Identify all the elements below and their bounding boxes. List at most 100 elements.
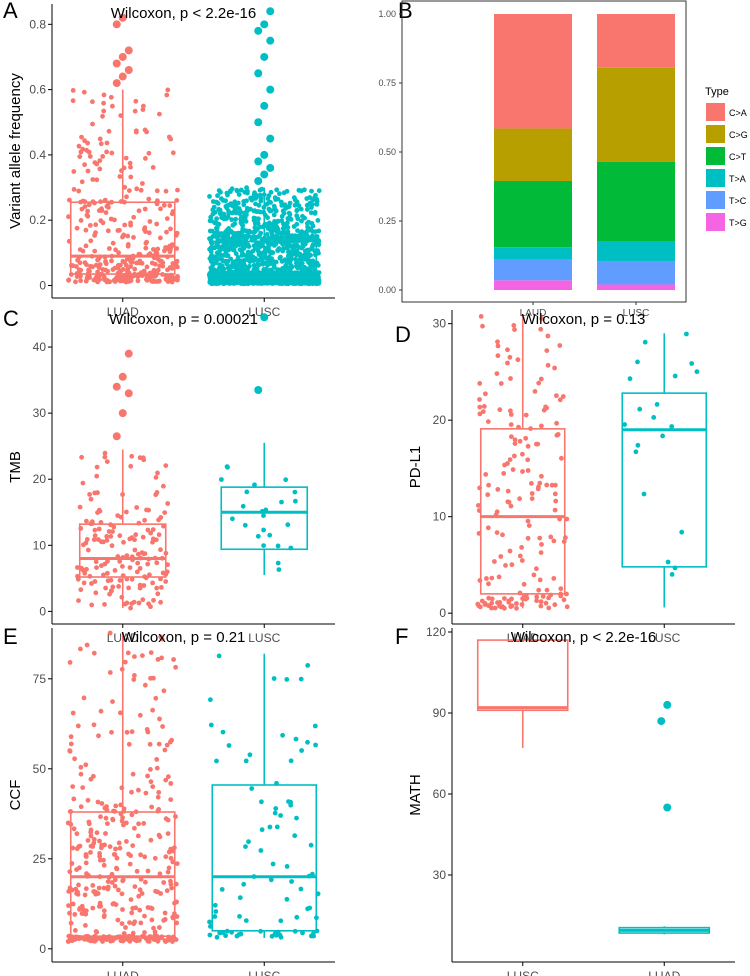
- data-point: [264, 279, 270, 285]
- data-point: [88, 833, 94, 839]
- x-tick-label-lusc: LUSC: [248, 969, 280, 976]
- data-point: [525, 468, 531, 473]
- data-point: [289, 879, 294, 884]
- data-point: [236, 230, 241, 236]
- data-point: [159, 655, 165, 661]
- data-point: [242, 242, 247, 248]
- data-point: [247, 228, 252, 234]
- data-point: [174, 861, 180, 866]
- data-point: [207, 276, 213, 281]
- data-point: [307, 200, 313, 206]
- data-point: [154, 757, 160, 762]
- data-point: [94, 473, 100, 479]
- data-point: [88, 938, 93, 944]
- data-point: [306, 260, 311, 265]
- data-point: [142, 127, 148, 133]
- data-point: [545, 333, 551, 339]
- data-point: [507, 548, 513, 554]
- data-point: [535, 441, 541, 447]
- data-point: [258, 848, 264, 853]
- bar-segment-ttoc-lusc: [597, 261, 675, 285]
- data-point: [211, 258, 217, 264]
- data-point: [127, 861, 133, 867]
- data-point: [118, 710, 123, 716]
- outlier-point: [118, 372, 127, 381]
- data-point: [143, 240, 149, 246]
- data-point: [305, 207, 310, 212]
- outlier-point: [266, 134, 275, 143]
- data-point: [537, 480, 543, 486]
- data-point: [538, 599, 544, 605]
- data-point: [133, 935, 139, 941]
- data-point: [230, 273, 236, 279]
- data-point: [161, 688, 167, 694]
- data-point: [97, 900, 103, 906]
- data-point: [129, 576, 135, 582]
- data-point: [85, 208, 90, 214]
- data-point: [310, 223, 316, 229]
- data-point: [157, 834, 163, 840]
- data-point: [98, 814, 103, 820]
- data-point: [136, 208, 142, 214]
- data-point: [238, 219, 244, 225]
- data-point: [118, 802, 124, 808]
- data-point: [290, 280, 296, 286]
- data-point: [263, 260, 268, 266]
- data-point: [119, 921, 125, 926]
- data-point: [110, 103, 115, 109]
- data-point: [76, 188, 82, 194]
- data-point: [91, 722, 97, 728]
- data-point: [279, 499, 284, 505]
- data-point: [514, 601, 519, 606]
- data-point: [136, 600, 142, 606]
- data-point: [552, 507, 558, 513]
- data-point: [137, 907, 143, 913]
- data-point: [84, 212, 90, 218]
- box-rect: [479, 428, 566, 595]
- data-point: [165, 501, 171, 506]
- data-point: [140, 107, 146, 112]
- data-point: [166, 134, 172, 140]
- data-point: [210, 199, 216, 204]
- data-point: [243, 918, 249, 923]
- data-point: [126, 741, 132, 747]
- data-point: [503, 563, 508, 568]
- data-point: [163, 854, 169, 860]
- data-point: [174, 258, 180, 264]
- data-point: [83, 227, 89, 233]
- legend-label: C>G: [729, 130, 748, 140]
- y-axis-label: CCF: [7, 780, 24, 811]
- data-point: [164, 216, 170, 222]
- bar-segment-ctoa-laud: [494, 14, 572, 129]
- data-point: [480, 409, 486, 414]
- stat-annotation: Wilcoxon, p = 0.00021: [109, 311, 258, 328]
- data-point: [247, 752, 253, 758]
- data-point: [243, 758, 249, 764]
- data-point: [237, 895, 243, 901]
- data-point: [554, 432, 560, 438]
- data-point: [157, 871, 163, 877]
- data-point: [477, 604, 483, 610]
- data-point: [224, 190, 230, 196]
- data-point: [102, 454, 108, 460]
- data-point: [168, 265, 174, 271]
- data-point: [162, 938, 168, 944]
- data-point: [102, 602, 107, 607]
- data-point: [145, 773, 151, 779]
- data-point: [304, 273, 310, 279]
- y-tick-label: 0.6: [29, 83, 46, 97]
- data-point: [246, 839, 251, 845]
- data-point: [95, 799, 101, 805]
- data-point: [216, 277, 222, 283]
- data-point: [146, 230, 152, 236]
- data-point: [654, 402, 660, 407]
- data-point: [117, 559, 123, 564]
- outlier-point: [254, 157, 263, 166]
- bar-segment-ttog-lusc: [597, 284, 675, 290]
- data-point: [149, 917, 155, 923]
- data-point: [129, 910, 135, 916]
- data-point: [535, 486, 541, 492]
- y-tick-label: 30: [433, 868, 447, 882]
- data-point: [104, 149, 109, 155]
- data-point: [109, 543, 115, 549]
